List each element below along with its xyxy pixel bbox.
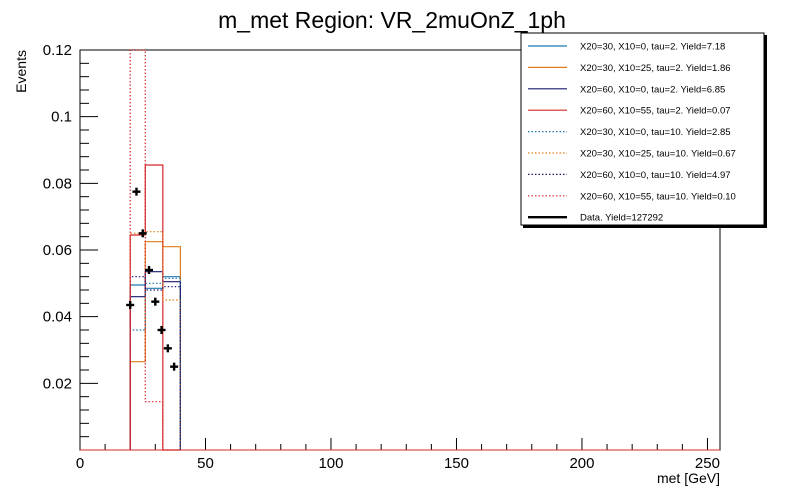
legend-entry: X20=60, X10=0, tau=2. Yield=6.85 xyxy=(528,84,725,95)
histogram-line xyxy=(129,276,181,450)
legend-entry: X20=30, X10=0, tau=10. Yield=2.85 xyxy=(528,127,731,138)
legend-label: X20=30, X10=25, tau=2. Yield=1.86 xyxy=(580,63,731,74)
x-tick-label: 250 xyxy=(695,455,720,472)
y-tick-label: 0.1 xyxy=(51,109,72,126)
y-tick-label: 0.06 xyxy=(43,242,72,259)
legend-label: X20=60, X10=55, tau=2. Yield=0.07 xyxy=(580,106,731,117)
data-points xyxy=(126,187,179,371)
legend: X20=30, X10=0, tau=2. Yield=7.18 X20=30, … xyxy=(520,32,767,228)
x-tick-label: 100 xyxy=(318,455,343,472)
histogram-line xyxy=(129,231,181,450)
tick-labels: 0 50 100 150 200 250 0.02 0.04 0.06 0.08 0.1 0.12 xyxy=(43,42,720,472)
y-tick-label: 0.02 xyxy=(43,375,72,392)
x-tick-label: 150 xyxy=(444,455,469,472)
x-tick-label: 50 xyxy=(197,455,214,472)
legend-label: X20=60, X10=0, tau=2. Yield=6.85 xyxy=(580,84,725,95)
data-point xyxy=(170,362,179,371)
histogram-line xyxy=(129,49,181,451)
x-tick-label: 200 xyxy=(569,455,594,472)
y-tick-label: 0.04 xyxy=(43,309,72,326)
x-tick-label: 0 xyxy=(76,455,84,472)
histogram-line xyxy=(129,271,181,450)
legend-label: X20=30, X10=0, tau=10. Yield=2.85 xyxy=(580,127,731,138)
data-point xyxy=(163,344,172,353)
y-tick-label: 0.08 xyxy=(43,175,72,192)
legend-entry: X20=30, X10=0, tau=2. Yield=7.18 xyxy=(528,42,725,53)
legend-label: X20=60, X10=55, tau=10. Yield=0.10 xyxy=(580,191,736,202)
legend-entry: X20=60, X10=55, tau=10. Yield=0.10 xyxy=(528,191,736,202)
data-point xyxy=(151,297,160,306)
data-point xyxy=(157,326,166,334)
legend-label: X20=60, X10=0, tau=10. Yield=4.97 xyxy=(580,170,731,181)
legend-entries: X20=30, X10=0, tau=2. Yield=7.18 X20=30, … xyxy=(528,42,736,224)
histogram-line xyxy=(129,241,181,450)
legend-entry: Data. Yield=127292 xyxy=(528,213,663,224)
legend-entry: X20=60, X10=0, tau=10. Yield=4.97 xyxy=(528,170,731,181)
axis-ticks xyxy=(79,49,708,450)
data-point xyxy=(138,229,147,238)
x-axis-label: met [GeV] xyxy=(657,470,720,486)
legend-label: Data. Yield=127292 xyxy=(580,213,663,224)
y-tick-label: 0.12 xyxy=(43,42,72,59)
legend-box xyxy=(520,32,765,226)
data-point xyxy=(132,187,141,196)
y-axis-label: Events xyxy=(13,50,29,93)
legend-entry: X20=30, X10=25, tau=2. Yield=1.86 xyxy=(528,63,731,74)
legend-label: X20=30, X10=0, tau=2. Yield=7.18 xyxy=(580,42,725,53)
legend-entry: X20=60, X10=55, tau=2. Yield=0.07 xyxy=(528,106,731,117)
histogram-line xyxy=(129,277,181,450)
data-point xyxy=(126,301,135,309)
histogram-line xyxy=(129,276,181,450)
legend-entry: X20=30, X10=25, tau=10. Yield=0.67 xyxy=(528,149,736,160)
legend-label: X20=30, X10=25, tau=10. Yield=0.67 xyxy=(580,149,736,160)
histogram-series xyxy=(80,49,720,451)
chart-title: m_met Region: VR_2muOnZ_1ph xyxy=(218,7,566,33)
data-point xyxy=(145,266,154,274)
